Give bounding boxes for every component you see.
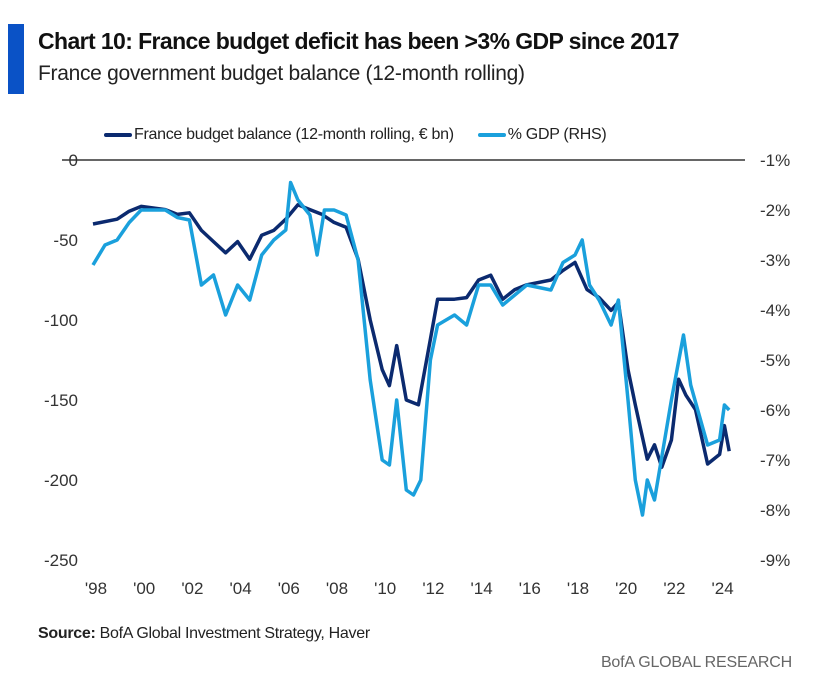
y-right-tick-label: -1% (760, 151, 790, 170)
source-label: Source: (38, 625, 96, 642)
x-tick-label: '18 (567, 579, 589, 598)
y-right-tick-label: -5% (760, 351, 790, 370)
y-right-tick-label: -6% (760, 401, 790, 420)
y-left-tick-label: -200 (44, 471, 78, 490)
series-line-budget-balance (92, 203, 731, 469)
x-tick-label: '22 (663, 579, 685, 598)
y-right-tick-label: -7% (760, 451, 790, 470)
x-tick-label: '08 (326, 579, 348, 598)
y-left-tick-label: -150 (44, 391, 78, 410)
source-note: Source: BofA Global Investment Strategy,… (38, 625, 370, 643)
x-tick-label: '14 (471, 579, 493, 598)
x-tick-label: '20 (615, 579, 637, 598)
series-line-gdp-pct (91, 180, 731, 517)
legend-item-gdp: % GDP (RHS) (477, 126, 607, 144)
x-tick-label: '12 (422, 579, 444, 598)
x-tick-label: '02 (181, 579, 203, 598)
legend-swatch-dark (104, 133, 132, 137)
y-right-tick-label: -8% (760, 501, 790, 520)
brand-label: BofA GLOBAL RESEARCH (600, 654, 792, 671)
legend-item-budget-balance: France budget balance (12-month rolling,… (104, 126, 454, 144)
chart-title: Chart 10: France budget deficit has been… (38, 28, 680, 54)
x-tick-label: '06 (278, 579, 300, 598)
x-tick-label: '24 (712, 579, 734, 598)
source-text: BofA Global Investment Strategy, Haver (99, 625, 371, 642)
x-tick-label: '98 (85, 579, 107, 598)
legend-label: France budget balance (12-month rolling,… (134, 126, 454, 143)
y-left-tick-label: -250 (44, 551, 78, 570)
x-tick-label: '10 (374, 579, 396, 598)
y-right-tick-label: -9% (760, 551, 790, 570)
y-left-tick-label: -50 (53, 231, 78, 250)
x-tick-label: '04 (230, 579, 252, 598)
x-tick-label: '16 (519, 579, 541, 598)
accent-bar (8, 24, 24, 94)
x-tick-label: '00 (133, 579, 155, 598)
y-right-tick-label: -4% (760, 301, 790, 320)
y-left-tick-label: -100 (44, 311, 78, 330)
legend: France budget balance (12-month rolling,… (104, 126, 630, 144)
y-right-tick-label: -2% (760, 201, 790, 220)
y-left-tick-label: 0 (69, 151, 78, 170)
y-right-tick-label: -3% (760, 251, 790, 270)
legend-swatch-light (477, 133, 506, 137)
legend-label: % GDP (RHS) (507, 126, 607, 143)
chart-subtitle: France government budget balance (12-mon… (38, 62, 525, 85)
